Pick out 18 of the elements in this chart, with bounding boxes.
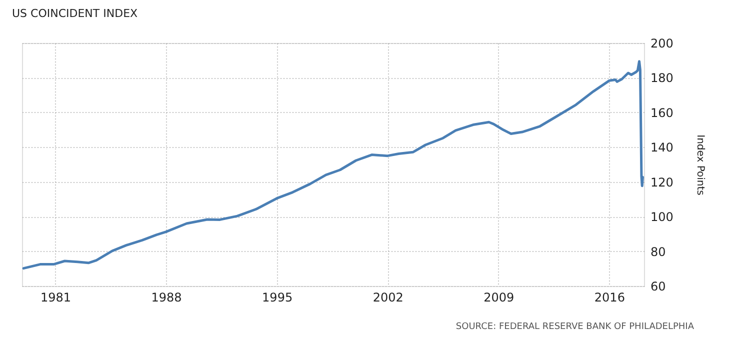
y-axis-title: Index Points	[694, 134, 706, 196]
x-tick-label: 1981	[40, 290, 72, 304]
x-tick-label: 2009	[484, 290, 514, 304]
y-tick-label: 180	[650, 71, 674, 86]
y-tick-label: 140	[650, 140, 674, 155]
chart-title: US COINCIDENT INDEX	[12, 7, 138, 20]
y-tick-label: 100	[650, 210, 674, 224]
y-tick-label: 160	[650, 106, 674, 120]
y-tick-label: 80	[650, 244, 666, 259]
y-tick-label: 200	[650, 36, 674, 50]
source-note: SOURCE: FEDERAL RESERVE BANK OF PHILADELPHIA	[456, 322, 695, 332]
line-series	[22, 60, 644, 270]
y-tick-label: 120	[650, 175, 674, 190]
x-tick-label: 1988	[151, 290, 182, 304]
x-tick-label: 2016	[594, 290, 625, 304]
x-tick-label: 2002	[372, 290, 404, 304]
y-tick-label: 60	[650, 280, 666, 294]
x-tick-label: 1995	[262, 290, 293, 304]
